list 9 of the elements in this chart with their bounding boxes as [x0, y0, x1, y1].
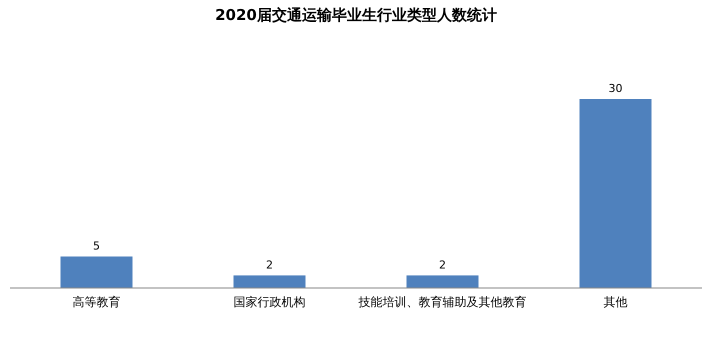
x-tick-label: 技能培训、教育辅助及其他教育 — [358, 295, 526, 309]
x-tick-label: 国家行政机构 — [234, 295, 306, 309]
data-label: 2 — [266, 258, 273, 272]
x-tick-label: 其他 — [604, 295, 628, 309]
data-label: 2 — [439, 258, 446, 272]
title: 2020届交通运输毕业生行业类型人数统计 — [215, 6, 497, 24]
data-label: 30 — [608, 82, 622, 95]
data-label: 5 — [93, 240, 100, 252]
x-tick-label: 高等教育 — [72, 295, 120, 309]
